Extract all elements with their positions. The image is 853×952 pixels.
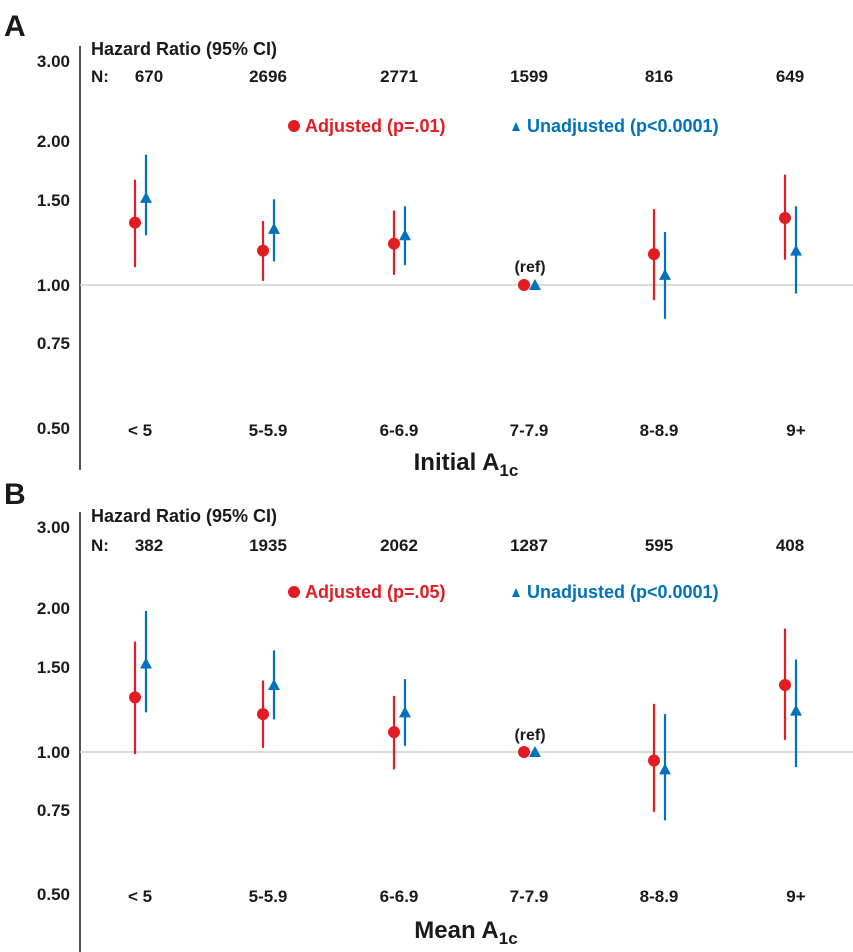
legend-adjusted-marker — [288, 120, 300, 132]
panel-b-adjusted-point — [518, 746, 530, 758]
panel-a-x-axis-title: Initial A1c — [414, 449, 519, 480]
panel-a-adjusted-point — [779, 212, 791, 225]
panel-b-y-tick-label: 0.50 — [37, 885, 70, 904]
panel-a-y-tick-label: 3.00 — [37, 52, 70, 71]
panel-b-adjusted-point — [129, 691, 141, 704]
panel-b-ref-label: (ref) — [514, 727, 545, 744]
panel-b-y-tick-label: 0.75 — [37, 801, 70, 820]
panel-a-adjusted-point — [518, 279, 530, 291]
panel-b-x-tick-label: 5-5.9 — [249, 887, 288, 906]
panel-a-unadjusted-point — [140, 191, 152, 203]
panel-a-n-value: 1599 — [510, 67, 548, 86]
panel-a-x-tick-label: 6-6.9 — [380, 421, 419, 440]
panel-b-x-tick-label: 9+ — [786, 887, 805, 906]
panel-a-unadjusted-point — [659, 268, 671, 280]
panel-b-unadjusted-point — [529, 746, 541, 757]
panel-b-y-tick-label: 1.00 — [37, 743, 70, 762]
legend-unadjusted-label: Unadjusted (p<0.0001) — [527, 582, 719, 602]
legend-adjusted-marker — [288, 586, 300, 598]
panel-b-header: Hazard Ratio (95% CI) — [91, 506, 277, 526]
panel-b-x-tick-label: < 5 — [128, 887, 152, 906]
panel-a-unadjusted-point — [790, 244, 802, 256]
panel-b-n-value: 408 — [776, 536, 804, 555]
panel-b-n-value: 2062 — [380, 536, 418, 555]
panel-b-adjusted-point — [388, 726, 400, 739]
panel-a-n-value: 816 — [645, 67, 673, 86]
panel-a-x-axis-title-subscript: 1c — [499, 461, 518, 480]
legend-unadjusted-marker — [512, 588, 520, 597]
legend-unadjusted-label: Unadjusted (p<0.0001) — [527, 116, 719, 136]
panel-a: A 3.00 2.00 1.50 1.00 0.75 0.50 Hazard R… — [4, 10, 853, 480]
panel-b-x-axis-title-main: Mean A — [414, 917, 498, 944]
panel-a-x-tick-label: 8-8.9 — [640, 421, 679, 440]
panel-b-unadjusted-point — [140, 657, 152, 669]
panel-a-header: Hazard Ratio (95% CI) — [91, 39, 277, 59]
panel-a-sample-sizes: 670 2696 2771 1599 816 649 — [135, 67, 804, 86]
panel-a-y-tick-label: 0.50 — [37, 419, 70, 438]
panel-b-unadjusted-point — [659, 763, 671, 775]
panel-a-x-axis-title-main: Initial A — [414, 449, 500, 476]
panel-b-legend: Adjusted (p=.05) Unadjusted (p<0.0001) — [288, 582, 719, 602]
panel-b-x-tick-label: 7-7.9 — [510, 887, 549, 906]
panel-a-unadjusted-point — [399, 229, 411, 241]
panel-a-n-value: 2696 — [249, 67, 287, 86]
panel-a-marks — [129, 154, 802, 319]
panel-a-x-tick-label: 7-7.9 — [510, 421, 549, 440]
panel-a-adjusted-point — [648, 248, 660, 261]
panel-b-sample-sizes: 382 1935 2062 1287 595 408 — [135, 536, 804, 555]
panel-b-n-label: N: — [91, 536, 109, 555]
panel-b-adjusted-point — [257, 708, 269, 721]
panel-b-marks — [129, 610, 802, 821]
panel-b-y-tick-labels: 3.00 2.00 1.50 1.00 0.75 0.50 — [37, 518, 70, 904]
panel-b-n-value: 1935 — [249, 536, 287, 555]
panel-b-y-tick-label: 1.50 — [37, 658, 70, 677]
panel-b-unadjusted-point — [268, 679, 280, 691]
panel-a-label: A — [4, 10, 26, 43]
panel-a-y-tick-label: 0.75 — [37, 334, 70, 353]
panel-b-x-tick-labels: < 5 5-5.9 6-6.9 7-7.9 8-8.9 9+ — [128, 887, 806, 906]
panel-a-n-value: 649 — [776, 67, 804, 86]
legend-adjusted-label: Adjusted (p=.01) — [305, 116, 446, 136]
panel-a-unadjusted-point — [268, 222, 280, 234]
panel-a-adjusted-point — [388, 237, 400, 250]
legend-adjusted-label: Adjusted (p=.05) — [305, 582, 446, 602]
panel-a-n-value: 670 — [135, 67, 163, 86]
panel-a-adjusted-point — [129, 216, 141, 229]
panel-a-y-tick-label: 1.00 — [37, 276, 70, 295]
panel-b-unadjusted-point — [399, 706, 411, 718]
panel-b-x-tick-label: 6-6.9 — [380, 887, 419, 906]
panel-b-n-value: 595 — [645, 536, 673, 555]
panel-b-x-axis-title-subscript: 1c — [499, 929, 518, 948]
panel-a-x-tick-labels: < 5 5-5.9 6-6.9 7-7.9 8-8.9 9+ — [128, 421, 806, 440]
panel-b: B 3.00 2.00 1.50 1.00 0.75 0.50 Hazard R… — [4, 478, 853, 952]
panel-b-n-value: 382 — [135, 536, 163, 555]
panel-b-label: B — [4, 478, 26, 511]
panel-a-y-tick-labels: 3.00 2.00 1.50 1.00 0.75 0.50 — [37, 52, 70, 438]
panel-a-x-tick-label: 9+ — [786, 421, 805, 440]
panel-b-n-value: 1287 — [510, 536, 548, 555]
panel-b-adjusted-point — [648, 754, 660, 767]
panel-a-adjusted-point — [257, 244, 269, 257]
panel-a-x-tick-label: < 5 — [128, 421, 152, 440]
panel-a-unadjusted-point — [529, 279, 541, 290]
panel-b-x-tick-label: 8-8.9 — [640, 887, 679, 906]
panel-a-ref-label: (ref) — [514, 259, 545, 276]
panel-a-x-tick-label: 5-5.9 — [249, 421, 288, 440]
panel-a-y-tick-label: 1.50 — [37, 191, 70, 210]
panel-b-y-tick-label: 3.00 — [37, 518, 70, 537]
panel-a-legend: Adjusted (p=.01) Unadjusted (p<0.0001) — [288, 116, 719, 136]
panel-b-adjusted-point — [779, 679, 791, 692]
panel-a-n-value: 2771 — [380, 67, 418, 86]
panel-b-y-tick-label: 2.00 — [37, 599, 70, 618]
panel-a-y-tick-label: 2.00 — [37, 132, 70, 151]
panel-b-x-axis-title: Mean A1c — [414, 917, 517, 948]
legend-unadjusted-marker — [512, 122, 520, 131]
panel-a-n-label: N: — [91, 67, 109, 86]
panel-b-unadjusted-point — [790, 704, 802, 716]
